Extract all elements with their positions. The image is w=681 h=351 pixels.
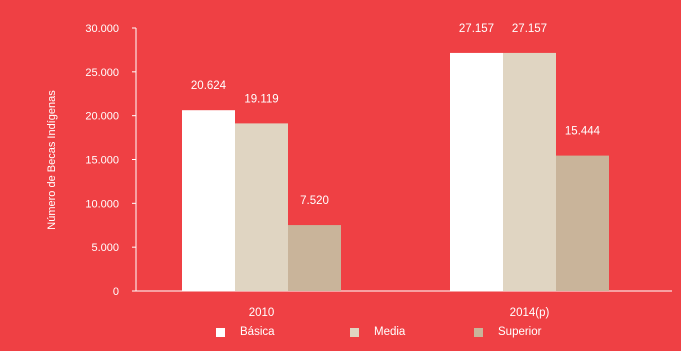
y-tick-label: 0 xyxy=(113,286,119,298)
bar-media-1 xyxy=(503,52,556,292)
bar-superior-1 xyxy=(556,155,609,291)
bar-media-0 xyxy=(235,123,288,291)
y-tick-label: 25.000 xyxy=(85,67,119,79)
legend: Básica Media Superior xyxy=(0,326,681,346)
y-tick-label: 30.000 xyxy=(85,23,119,35)
data-label: 15.444 xyxy=(565,126,601,138)
legend-item: Superior xyxy=(474,326,541,338)
data-label: 7.520 xyxy=(300,195,329,207)
x-category-label: 2010 xyxy=(249,307,275,319)
bar-superior-0 xyxy=(288,225,341,291)
data-label: 27.157 xyxy=(512,23,547,35)
y-tick-label: 15.000 xyxy=(85,155,119,167)
legend-swatch xyxy=(350,327,359,337)
bar-chart: 0 5.000 10.000 15.000 20.000 25.000 30.000 Núme… xyxy=(46,23,672,319)
legend-item: Básica xyxy=(216,326,275,338)
legend-label: Superior xyxy=(498,326,542,338)
legend-label: Básica xyxy=(240,326,275,338)
legend-label: Media xyxy=(374,326,406,338)
y-axis-label: Número de Becas Indígenas xyxy=(46,90,58,230)
legend-swatch xyxy=(474,327,483,337)
bar-basica-0 xyxy=(182,110,235,292)
x-category-label: 2014(p) xyxy=(510,307,550,319)
data-label: 19.119 xyxy=(244,93,278,105)
y-tick-label: 5.000 xyxy=(91,242,119,254)
y-tick-label: 10.000 xyxy=(85,198,119,210)
data-label: 27.157 xyxy=(459,23,494,35)
data-label: 20.624 xyxy=(191,80,227,92)
legend-item: Media xyxy=(350,326,405,338)
legend-swatch xyxy=(216,327,225,337)
y-tick-label: 20.000 xyxy=(85,111,119,123)
bar-basica-1 xyxy=(450,52,503,292)
